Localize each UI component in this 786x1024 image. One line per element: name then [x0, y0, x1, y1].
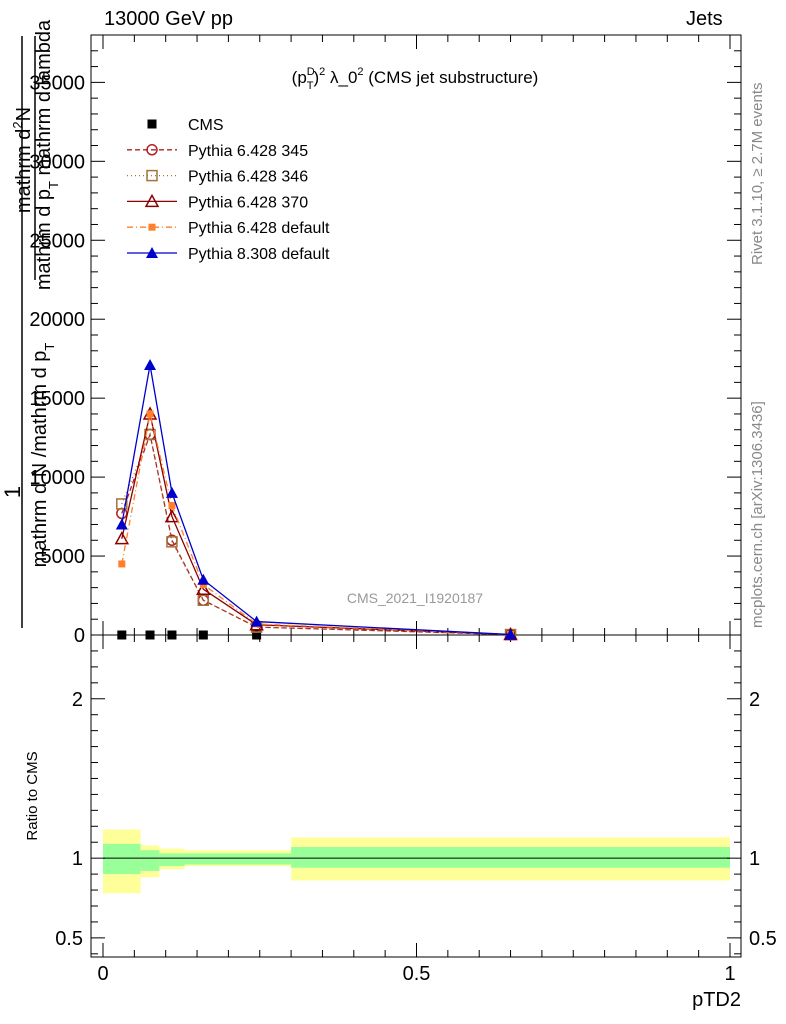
ratio-stat-band — [159, 853, 185, 867]
main-y-tick-label: 30000 — [29, 151, 85, 173]
data-point — [115, 518, 128, 530]
header-right: Jets — [686, 8, 723, 30]
legend-marker — [146, 247, 158, 258]
plot-title-middle: λ_0 — [325, 68, 357, 87]
data-point — [196, 581, 211, 595]
data-point — [166, 536, 178, 548]
legend-label: Pythia 6.428 345 — [188, 143, 308, 160]
data-point — [146, 410, 154, 418]
plot-title-sup-2: 2 — [319, 66, 325, 78]
plot-title-sub-t: T — [307, 80, 314, 92]
data-point — [198, 630, 208, 640]
ratio-y-tick-label-right: 1 — [749, 848, 760, 870]
ylabel-outer-bottom: mathrm d N /mathrm d pT — [29, 343, 57, 568]
main-y-tick-label: 0 — [74, 625, 85, 647]
series-line — [121, 364, 511, 636]
data-point — [117, 630, 127, 640]
ylabel-one: 1 — [0, 486, 25, 498]
series-line — [121, 413, 511, 636]
watermark-label: CMS_2021_I1920187 — [347, 590, 483, 606]
ratio-y-tick-label: 1 — [72, 848, 83, 870]
series-pythia-6-428-346 — [116, 428, 517, 641]
ratio-stat-band — [291, 847, 730, 868]
ratio-y-tick-label-right: 2 — [749, 689, 760, 711]
legend-entry: Pythia 6.428 345 — [127, 143, 308, 160]
ratio-plot-frame — [90, 634, 742, 958]
data-point — [504, 628, 517, 640]
legend-entry: Pythia 8.308 default — [127, 246, 330, 263]
ratio-y-ticks: 0.5 0.5 1 1 2 2 — [55, 650, 777, 955]
x-tick-label: 0.5 — [403, 963, 431, 985]
legend-marker — [144, 193, 160, 208]
main-y-axis-label: 1 mathrm d2N mathrm d pT mathrm d lambda… — [0, 19, 61, 628]
header-left: 13000 GeV pp — [104, 8, 233, 30]
data-point — [164, 509, 180, 523]
data-point — [165, 486, 178, 498]
data-point — [250, 615, 263, 627]
data-point — [145, 630, 155, 640]
x-axis-label: pTD2 — [692, 989, 741, 1011]
legend-entry: Pythia 6.428 346 — [127, 169, 308, 186]
legend-entry: Pythia 6.428 default — [127, 220, 330, 237]
x-tick-label: 1 — [724, 963, 735, 985]
data-point — [168, 502, 176, 510]
data-point — [167, 630, 177, 640]
legend: CMS Pythia 6.428 345 Pythia 6.428 346 Pythi… — [127, 117, 330, 263]
main-y-tick-label: 35000 — [29, 72, 85, 94]
ratio-stat-band — [140, 850, 160, 871]
ratio-y-tick-label-right: 0.5 — [749, 928, 777, 950]
series-pythia-8-308-default — [115, 359, 517, 640]
legend-label: Pythia 6.428 370 — [188, 194, 308, 211]
x-tick-label: 0 — [97, 963, 108, 985]
ratio-y-tick-label: 2 — [72, 689, 83, 711]
legend-label: CMS — [188, 117, 224, 134]
plot-title-prefix: (p — [292, 68, 307, 87]
data-point — [197, 594, 210, 607]
ratio-stat-band — [184, 853, 292, 865]
data-point — [118, 560, 126, 568]
main-y-tick-label: 20000 — [29, 309, 85, 331]
ylabel-inner-top: mathrm d2N — [10, 107, 35, 213]
data-point — [116, 498, 128, 510]
plot-title-suffix: (CMS jet substructure) — [364, 68, 539, 87]
legend-marker — [148, 223, 156, 231]
data-point — [252, 630, 262, 640]
ratio-y-tick-label: 0.5 — [55, 928, 83, 950]
legend-label: Pythia 6.428 default — [188, 220, 330, 237]
ylabel-inner-bottom: mathrm d pT mathrm d lambda — [33, 19, 61, 290]
legend-marker — [147, 119, 157, 129]
legend-label: Pythia 8.308 default — [188, 246, 330, 263]
plot-title-sup-d: D — [307, 66, 315, 78]
main-y-tick-label: 10000 — [29, 467, 85, 489]
main-y-ticks: 0 5000 10000 15000 20000 25000 30000 35000 — [29, 34, 741, 647]
main-y-tick-label: 5000 — [41, 546, 86, 568]
ratio-stat-band — [103, 843, 141, 875]
ratio-bands — [103, 829, 730, 894]
series-layer — [114, 359, 518, 641]
legend-entry: Pythia 6.428 370 — [127, 193, 308, 211]
main-y-tick-label: 15000 — [29, 388, 85, 410]
ratio-y-axis-label: Ratio to CMS — [24, 751, 41, 840]
series-line — [121, 432, 511, 636]
data-point — [144, 359, 157, 370]
legend-marker — [146, 144, 158, 156]
series-pythia-6-428-345 — [116, 428, 517, 641]
data-point — [114, 531, 130, 545]
series-line — [121, 413, 511, 636]
legend-marker — [146, 169, 158, 182]
data-point — [197, 573, 210, 585]
legend-entry: CMS — [147, 117, 224, 134]
legend-label: Pythia 6.428 346 — [188, 169, 308, 186]
plot-title: (pD T)2 λ_02 (CMS jet substructure) — [292, 66, 539, 92]
main-y-tick-label: 25000 — [29, 230, 85, 252]
plot-title-sup-end: 2 — [357, 66, 363, 78]
